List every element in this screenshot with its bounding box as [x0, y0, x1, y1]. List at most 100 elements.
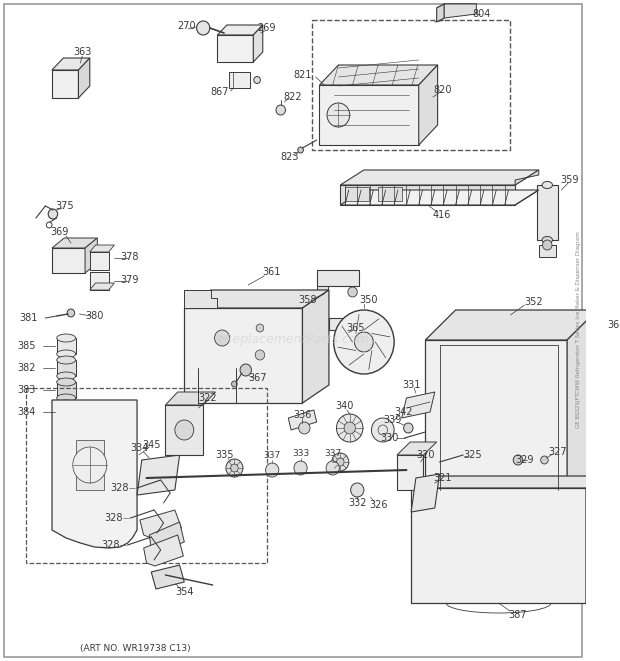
Text: 329: 329 [515, 455, 534, 465]
Text: 380: 380 [86, 311, 104, 321]
Text: 342: 342 [394, 407, 413, 417]
Polygon shape [90, 245, 114, 252]
Polygon shape [52, 58, 90, 70]
Ellipse shape [542, 237, 552, 243]
Text: 822: 822 [284, 92, 303, 102]
FancyArrowPatch shape [374, 334, 387, 336]
Polygon shape [397, 455, 423, 490]
Polygon shape [151, 565, 184, 589]
Circle shape [371, 418, 394, 442]
Text: 332: 332 [348, 498, 366, 508]
Text: (ART NO. WR19738 C13): (ART NO. WR19738 C13) [81, 644, 191, 652]
Text: 340: 340 [336, 401, 354, 411]
Text: 325: 325 [463, 450, 482, 460]
Polygon shape [52, 248, 85, 273]
Circle shape [541, 456, 548, 464]
Circle shape [513, 455, 523, 465]
Text: GE BSS25JFTCWW Refrigerator T Series Ice Maker & Dispenser Diagram: GE BSS25JFTCWW Refrigerator T Series Ice… [576, 231, 581, 428]
Text: 269: 269 [257, 23, 276, 33]
Circle shape [231, 381, 237, 387]
FancyArrowPatch shape [370, 353, 371, 367]
Polygon shape [397, 442, 436, 455]
FancyArrowPatch shape [343, 329, 351, 340]
Polygon shape [595, 335, 605, 365]
Text: 363: 363 [73, 47, 91, 57]
Text: 804: 804 [473, 9, 491, 19]
Text: 382: 382 [17, 363, 36, 373]
Circle shape [73, 447, 107, 483]
Ellipse shape [56, 372, 76, 380]
FancyArrowPatch shape [351, 356, 361, 364]
Text: 322: 322 [198, 393, 217, 403]
Polygon shape [425, 310, 597, 340]
Text: eReplacementParts.com: eReplacementParts.com [217, 334, 370, 346]
Ellipse shape [56, 378, 76, 386]
Polygon shape [340, 185, 515, 205]
Polygon shape [329, 318, 344, 352]
Circle shape [175, 420, 194, 440]
Circle shape [67, 309, 74, 317]
Ellipse shape [56, 334, 76, 342]
Circle shape [332, 453, 349, 471]
Text: 416: 416 [433, 210, 451, 220]
Polygon shape [52, 70, 79, 98]
Polygon shape [52, 238, 97, 248]
Bar [378, 187, 402, 201]
Polygon shape [229, 72, 249, 88]
Text: 360: 360 [607, 320, 620, 330]
Polygon shape [90, 283, 114, 290]
Circle shape [226, 459, 243, 477]
Bar [345, 187, 369, 201]
Text: 352: 352 [525, 297, 543, 307]
Text: 327: 327 [548, 447, 567, 457]
Polygon shape [586, 476, 614, 603]
Circle shape [542, 240, 552, 250]
FancyArrowPatch shape [340, 348, 353, 350]
Polygon shape [319, 65, 438, 85]
Polygon shape [537, 185, 557, 240]
Polygon shape [184, 290, 329, 308]
Circle shape [326, 461, 339, 475]
Text: 333: 333 [292, 449, 309, 459]
Polygon shape [317, 286, 328, 298]
Polygon shape [56, 382, 76, 398]
Text: 820: 820 [433, 85, 451, 95]
Text: 354: 354 [175, 587, 193, 597]
Text: 270: 270 [177, 21, 195, 31]
Polygon shape [425, 340, 567, 495]
Polygon shape [340, 170, 539, 185]
Polygon shape [90, 252, 108, 270]
Circle shape [337, 414, 363, 442]
Ellipse shape [56, 350, 76, 358]
Circle shape [48, 209, 58, 219]
Text: 334: 334 [131, 443, 149, 453]
Polygon shape [90, 272, 108, 290]
FancyArrowPatch shape [377, 344, 384, 356]
Text: 378: 378 [120, 252, 139, 262]
Text: 359: 359 [560, 175, 579, 185]
Circle shape [299, 422, 310, 434]
Circle shape [294, 461, 307, 475]
Ellipse shape [56, 394, 76, 402]
Text: 337: 337 [264, 451, 281, 461]
Text: 328: 328 [101, 540, 120, 550]
Polygon shape [436, 4, 445, 22]
Polygon shape [411, 476, 614, 488]
Circle shape [337, 458, 344, 466]
Polygon shape [445, 4, 476, 18]
Circle shape [348, 287, 357, 297]
Text: 320: 320 [416, 450, 435, 460]
Bar [312, 20, 510, 150]
Polygon shape [144, 535, 184, 566]
Polygon shape [56, 338, 76, 354]
Circle shape [404, 423, 413, 433]
Polygon shape [411, 474, 440, 512]
Polygon shape [288, 410, 317, 430]
Circle shape [197, 21, 210, 35]
Text: 326: 326 [369, 500, 388, 510]
Text: 381: 381 [19, 313, 38, 323]
Ellipse shape [56, 416, 76, 424]
Circle shape [327, 103, 350, 127]
Polygon shape [137, 455, 180, 495]
Circle shape [215, 330, 229, 346]
